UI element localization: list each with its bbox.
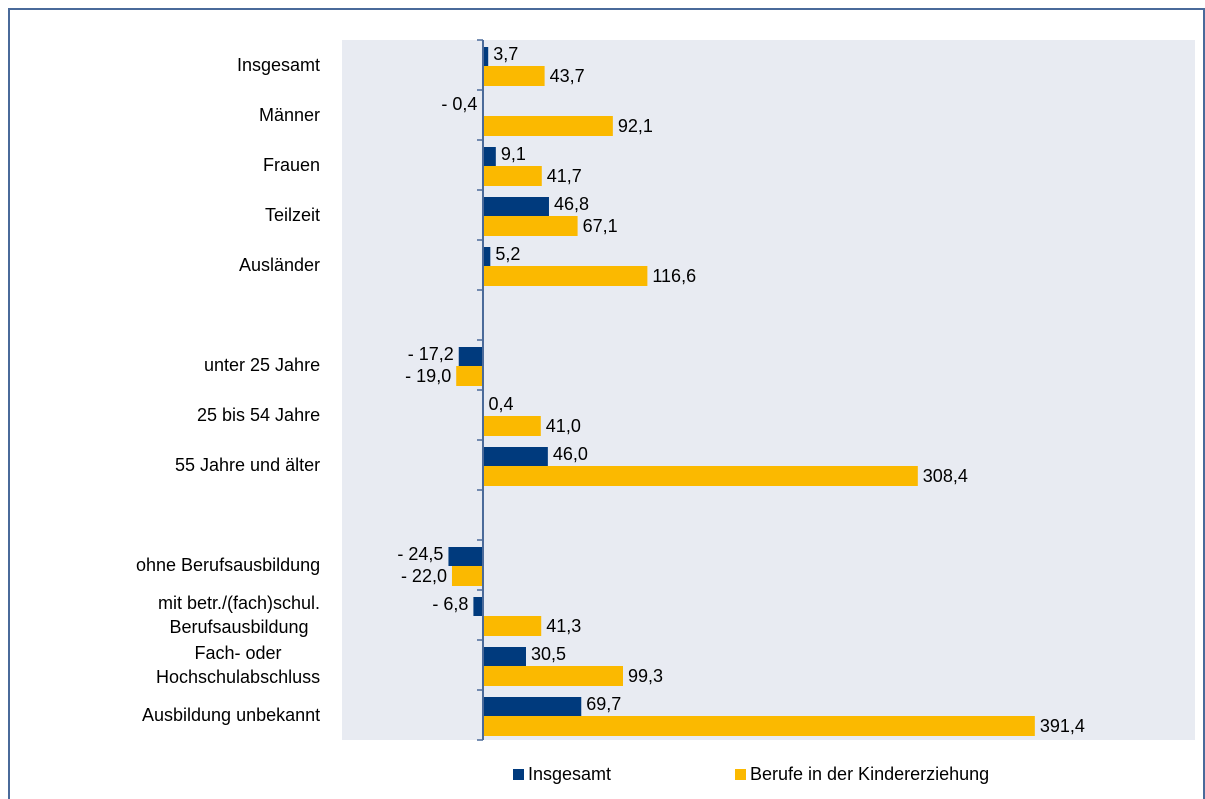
bar	[482, 47, 489, 66]
bar	[482, 147, 496, 166]
category-label: Fach- oder Hochschulabschluss	[156, 643, 321, 687]
bar	[482, 247, 491, 266]
value-label: 92,1	[618, 116, 653, 136]
bar	[482, 216, 578, 236]
legend-swatch	[735, 769, 746, 780]
bar	[482, 266, 648, 286]
bar	[482, 647, 526, 666]
value-label: 46,0	[553, 444, 588, 464]
category-label: mit betr./(fach)schul. Berufsausbildung	[158, 593, 321, 637]
category-label: 55 Jahre und älter	[175, 455, 321, 475]
value-label: - 0,4	[441, 94, 477, 114]
bar	[482, 666, 623, 686]
bar	[482, 166, 542, 186]
bar	[482, 466, 918, 486]
value-label: 5,2	[495, 244, 520, 264]
value-label: 9,1	[501, 144, 526, 164]
value-label: 41,0	[546, 416, 581, 436]
bar	[482, 697, 582, 716]
value-label: 46,8	[554, 194, 589, 214]
value-label: 3,7	[493, 44, 518, 64]
value-label: 391,4	[1040, 716, 1085, 736]
bar	[482, 197, 549, 216]
value-label: 67,1	[583, 216, 618, 236]
bar	[482, 716, 1035, 736]
value-label: 0,4	[489, 394, 514, 414]
category-label: Ausbildung unbekannt	[142, 705, 321, 725]
category-label: Männer	[259, 105, 321, 125]
category-label: ohne Berufsausbildung	[136, 555, 321, 575]
category-label: Insgesamt	[237, 55, 321, 75]
value-label: 99,3	[628, 666, 663, 686]
value-label: 41,7	[547, 166, 582, 186]
legend-label: Insgesamt	[528, 764, 611, 784]
value-label: - 22,0	[401, 566, 447, 586]
bar	[482, 416, 541, 436]
bar	[482, 616, 542, 636]
bar	[482, 66, 545, 86]
value-label: - 17,2	[408, 344, 454, 364]
bar	[482, 116, 613, 136]
legend-label: Berufe in der Kindererziehung	[750, 764, 989, 784]
bar	[458, 347, 483, 366]
value-label: 308,4	[923, 466, 968, 486]
category-label: Ausländer	[239, 255, 321, 275]
category-label: 25 bis 54 Jahre	[197, 405, 321, 425]
value-label: 116,6	[652, 266, 696, 286]
bar	[448, 547, 483, 566]
value-label: - 6,8	[432, 594, 468, 614]
category-label: Frauen	[263, 155, 321, 175]
value-label: - 24,5	[397, 544, 443, 564]
legend-swatch	[513, 769, 524, 780]
value-label: 30,5	[531, 644, 566, 664]
value-label: - 19,0	[405, 366, 451, 386]
plot-area	[342, 40, 1195, 740]
bar	[473, 597, 483, 616]
bar	[482, 447, 548, 466]
category-label: Teilzeit	[265, 205, 321, 225]
bar	[451, 566, 483, 586]
frame	[8, 8, 1205, 799]
value-label: 41,3	[546, 616, 581, 636]
category-label: unter 25 Jahre	[204, 355, 321, 375]
value-label: 69,7	[586, 694, 621, 714]
bar	[456, 366, 483, 386]
value-label: 43,7	[550, 66, 585, 86]
